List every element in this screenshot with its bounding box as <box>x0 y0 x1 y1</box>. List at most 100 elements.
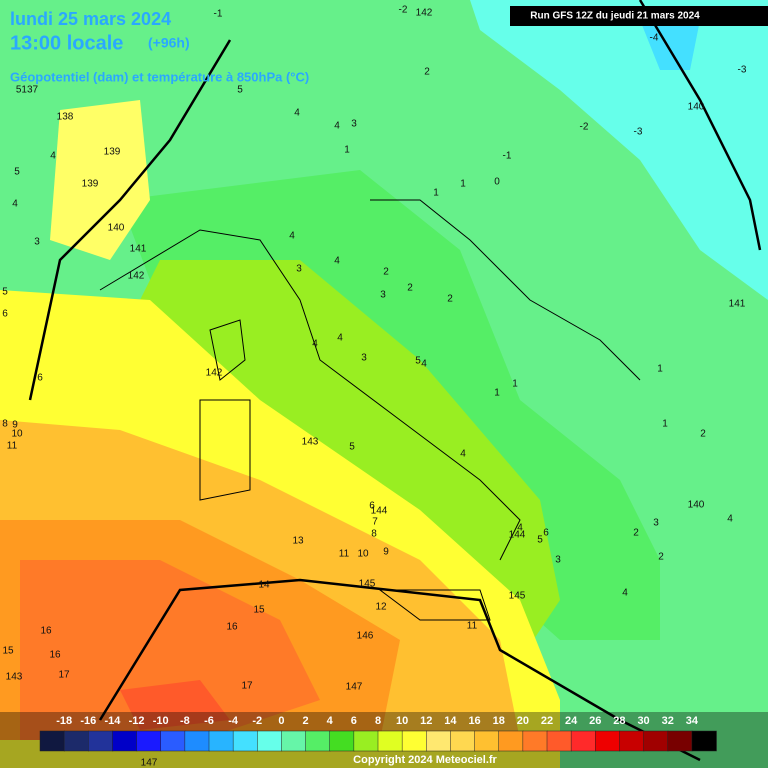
coastlines <box>28 0 762 762</box>
geopotential-label: 139 <box>104 147 121 158</box>
coast-sardinia <box>199 399 251 501</box>
temperature-label: -2 <box>580 122 589 133</box>
colorbar-label: 4 <box>327 715 334 727</box>
temperature-label: 4 <box>334 121 340 132</box>
temperature-label: 8 <box>371 529 377 540</box>
temperature-label: 4 <box>334 256 340 267</box>
temperature-label: 17 <box>58 670 70 681</box>
temperature-label: 6 <box>2 309 8 320</box>
colorbar-swatch <box>329 730 355 752</box>
geopotential-label: 144 <box>509 530 526 541</box>
temperature-label: 3 <box>653 518 659 529</box>
geopotential-label: 138 <box>57 112 74 123</box>
colorbar-swatch <box>522 730 548 752</box>
colorbar-label: -2 <box>252 715 262 727</box>
colorbar-label: -12 <box>129 715 145 727</box>
colorbar-label: 30 <box>637 715 649 727</box>
temperature-label: 4 <box>294 108 300 119</box>
colorbar-swatch <box>595 730 621 752</box>
temperature-label: 13 <box>292 536 304 547</box>
geopotential-label: 141 <box>729 299 746 310</box>
geopotential-label: 140 <box>688 102 705 113</box>
coast-italy <box>99 229 521 561</box>
temperature-label: 1 <box>512 379 518 390</box>
temperature-label: 4 <box>517 523 523 534</box>
temperature-label: 11 <box>7 441 18 452</box>
temperature-label: 2 <box>633 528 639 539</box>
temperature-label: 10 <box>11 429 23 440</box>
geopotential-label: 143 <box>6 672 23 683</box>
colorbar-label: 14 <box>444 715 457 727</box>
time-title: 13:00 locale <box>10 32 123 54</box>
temperature-label: 0 <box>494 177 500 188</box>
colorbar-label: 6 <box>351 715 357 727</box>
colorbar-swatch <box>160 730 186 752</box>
temperature-label: 4 <box>337 333 343 344</box>
temperature-label: 4 <box>622 588 628 599</box>
temperature-label: 1 <box>433 188 439 199</box>
temperature-label: 4 <box>421 359 427 370</box>
temperature-label: 4 <box>50 151 56 162</box>
temperature-label: 3 <box>361 353 367 364</box>
geopotential-label: 5137 <box>16 85 39 96</box>
temperature-label: 1 <box>657 364 663 375</box>
colorbar-swatch <box>184 730 210 752</box>
geopotential-label: 145 <box>509 591 526 602</box>
coast-adriatic <box>370 199 641 381</box>
temperature-label: 3 <box>351 119 357 130</box>
temperature-label: 1 <box>460 179 466 190</box>
geopotential-label: 147 <box>346 682 363 693</box>
field-cold-core <box>640 20 700 70</box>
temperature-label: 4 <box>289 231 295 242</box>
temperature-label: 14 <box>258 580 270 591</box>
colorbar: -18 -16 -14 -12 -10 -8 -6 -4 -2 0 2 4 6 8 10 12 14 16 18 20… <box>39 715 717 752</box>
temperature-label: 3 <box>34 237 40 248</box>
geopotential-label: 146 <box>357 631 374 642</box>
colorbar-swatch <box>546 730 572 752</box>
colorbar-label: -8 <box>180 715 190 727</box>
colorbar-label: -16 <box>80 715 96 727</box>
field-cold <box>470 0 768 300</box>
colorbar-label: 26 <box>589 715 601 727</box>
lead-time: (+96h) <box>148 35 190 51</box>
temperature-label: 6 <box>369 501 375 512</box>
temperature-label: 10 <box>357 549 369 560</box>
colorbar-swatch <box>112 730 138 752</box>
coast-sicily <box>378 589 491 621</box>
colorbar-swatch <box>232 730 259 752</box>
colorbar-swatch <box>208 730 234 752</box>
colorbar-label: 0 <box>278 715 284 727</box>
temperature-label: 7 <box>372 517 378 528</box>
colorbar-label: 2 <box>303 715 309 727</box>
colorbar-swatch <box>450 730 476 752</box>
geopotential-label: 141 <box>130 244 147 255</box>
geopotential-label: 142 <box>416 8 433 19</box>
colorbar-swatch <box>401 730 428 752</box>
colorbar-swatch <box>63 730 90 752</box>
temperature-label: 15 <box>2 646 14 657</box>
temperature-label: -3 <box>634 127 643 138</box>
temperature-label: 16 <box>40 626 52 637</box>
date-title: lundi 25 mars 2024 <box>10 9 171 29</box>
colorbar-swatch <box>667 730 693 752</box>
temperature-label: -1 <box>214 9 223 20</box>
temperature-label: 2 <box>424 67 430 78</box>
colorbar-label: 32 <box>662 715 674 727</box>
temperature-label: 5 <box>14 167 20 178</box>
temperature-label: 2 <box>658 552 664 563</box>
temperature-label: 1 <box>662 419 668 430</box>
copyright: Copyright 2024 Meteociel.fr <box>353 754 497 766</box>
colorbar-swatch <box>498 730 524 752</box>
field-red <box>120 680 230 730</box>
colorbar-label: 22 <box>541 715 553 727</box>
colorbar-swatch <box>88 730 114 752</box>
temperature-label: 6 <box>37 373 43 384</box>
colorbar-swatch <box>643 730 669 752</box>
temperature-label: 2 <box>700 429 706 440</box>
colorbar-swatch <box>426 730 452 752</box>
run-info: Run GFS 12Z du jeudi 21 mars 2024 <box>530 11 700 22</box>
temperature-label: 5 <box>349 442 355 453</box>
colorbar-label: 18 <box>493 715 505 727</box>
geopotential-line <box>28 39 232 401</box>
